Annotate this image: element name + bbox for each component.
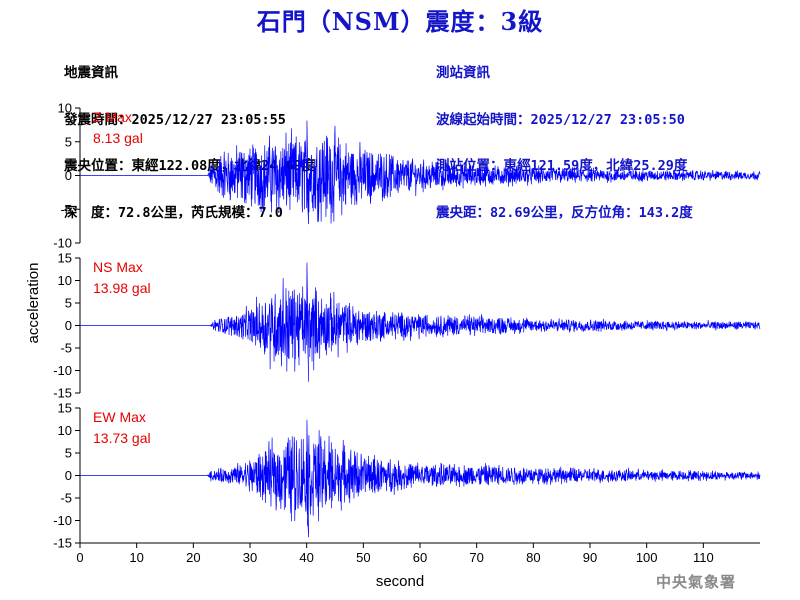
y-tick-label-ew: 10 xyxy=(58,423,72,438)
max-label-ew: EW Max xyxy=(93,409,146,425)
max-label-ns: NS Max xyxy=(93,259,143,275)
x-tick-label: 100 xyxy=(636,550,658,565)
y-tick-label-ns: -10 xyxy=(53,363,72,378)
station-intensity-title: 石門（NSM）震度：3級 xyxy=(256,7,544,36)
station-info-heading: 測站資訊 xyxy=(436,65,490,81)
epicentral-distance: 震央距：82.69公里，反方位角：143.2度 xyxy=(436,204,693,221)
y-axis-title: acceleration xyxy=(25,263,42,344)
y-tick-label-ew: -5 xyxy=(60,491,72,506)
waveform-trace-z xyxy=(80,120,761,225)
event-info-heading: 地震資訊 xyxy=(64,65,118,81)
x-tick-label: 90 xyxy=(583,550,597,565)
agency-watermark: 中央氣象署 xyxy=(656,573,737,591)
station-info-block: 測站資訊 波線起始時間：2025/12/27 23:05:50 測站位置：東經1… xyxy=(436,35,693,252)
y-tick-label-ns: 5 xyxy=(65,296,72,311)
depth-magnitude: 深 度：72.8公里，芮氏規模：7.0 xyxy=(64,204,283,221)
y-tick-label-ns: 15 xyxy=(58,251,72,266)
y-tick-label-z: 10 xyxy=(58,101,72,116)
y-tick-label-ew: 15 xyxy=(58,401,72,416)
x-axis-title: second xyxy=(376,573,424,590)
x-tick-label: 50 xyxy=(356,550,370,565)
y-tick-label-ns: 0 xyxy=(65,318,72,333)
x-tick-label: 70 xyxy=(469,550,483,565)
y-tick-label-ew: 0 xyxy=(65,468,72,483)
origin-time: 發震時間：2025/12/27 23:05:55 xyxy=(64,111,286,128)
x-tick-label: 40 xyxy=(299,550,313,565)
x-tick-label: 80 xyxy=(526,550,540,565)
max-label-z: Z Max xyxy=(93,109,132,125)
waveform-trace-ns xyxy=(80,262,761,382)
waveform-trace-ew xyxy=(80,419,761,538)
x-tick-label: 60 xyxy=(413,550,427,565)
y-tick-label-ew: -10 xyxy=(53,513,72,528)
wave-start-time: 波線起始時間：2025/12/27 23:05:50 xyxy=(436,111,685,128)
y-tick-label-z: 0 xyxy=(65,168,72,183)
y-tick-label-ew: -15 xyxy=(53,536,72,551)
y-tick-label-ew: 5 xyxy=(65,446,72,461)
max-value-z: 8.13 gal xyxy=(93,130,143,146)
y-tick-label-ns: -5 xyxy=(60,341,72,356)
max-value-ew: 13.73 gal xyxy=(93,430,151,446)
max-value-ns: 13.98 gal xyxy=(93,280,151,296)
x-tick-label: 0 xyxy=(76,550,83,565)
y-tick-label-z: -5 xyxy=(60,202,72,217)
y-tick-label-z: 5 xyxy=(65,134,72,149)
y-tick-label-ns: -15 xyxy=(53,386,72,401)
x-tick-label: 20 xyxy=(186,550,200,565)
x-tick-label: 10 xyxy=(129,550,143,565)
x-tick-label: 110 xyxy=(693,550,714,565)
y-tick-label-ns: 10 xyxy=(58,273,72,288)
y-tick-label-z: -10 xyxy=(53,236,72,251)
x-tick-label: 30 xyxy=(243,550,257,565)
